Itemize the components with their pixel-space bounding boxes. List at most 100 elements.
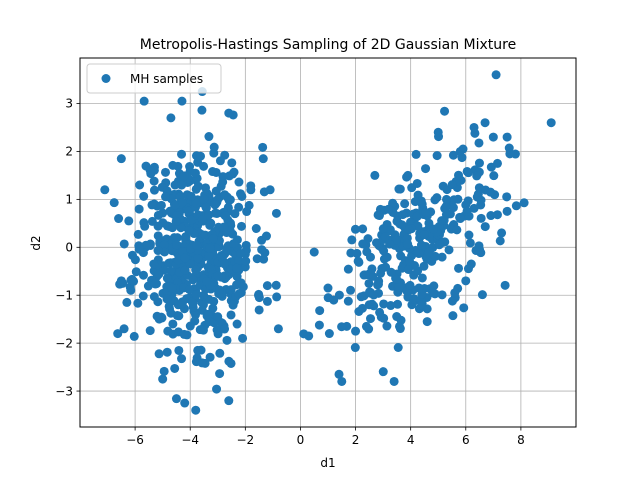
data-point: [153, 246, 163, 256]
y-tick-label: −1: [55, 288, 73, 302]
x-tick-label: 6: [462, 433, 470, 447]
data-point: [165, 206, 175, 216]
data-point: [480, 118, 490, 128]
data-point: [422, 317, 432, 327]
data-point: [430, 251, 440, 261]
data-point: [234, 289, 244, 299]
data-point: [201, 202, 211, 212]
data-point: [226, 310, 236, 320]
data-point: [367, 264, 377, 274]
data-point: [133, 298, 143, 308]
data-point: [486, 211, 496, 221]
data-point: [220, 324, 230, 334]
data-point: [177, 299, 187, 309]
data-point: [374, 211, 384, 221]
data-point: [116, 154, 126, 164]
data-point: [196, 151, 205, 161]
data-point: [413, 266, 423, 276]
data-point: [379, 246, 389, 256]
data-point: [149, 259, 159, 269]
data-point: [429, 224, 439, 234]
data-point: [343, 296, 353, 306]
data-point: [364, 278, 374, 288]
data-point: [465, 238, 475, 248]
data-point: [179, 329, 189, 339]
data-point: [236, 189, 246, 199]
data-point: [184, 206, 194, 216]
data-point: [190, 316, 200, 326]
data-point: [170, 180, 180, 190]
data-point: [134, 244, 144, 254]
data-point: [177, 354, 187, 364]
x-tick-label: −6: [126, 433, 144, 447]
data-point: [162, 347, 172, 357]
data-point: [448, 311, 458, 321]
data-point: [430, 195, 440, 205]
data-point: [153, 221, 163, 231]
chart-title: Metropolis-Hastings Sampling of 2D Gauss…: [140, 37, 516, 53]
data-point: [210, 200, 220, 210]
data-point: [237, 221, 246, 231]
data-point: [437, 216, 447, 226]
data-point: [234, 255, 244, 265]
data-point: [193, 345, 203, 355]
data-point: [347, 235, 357, 245]
data-point: [138, 270, 148, 280]
data-point: [376, 268, 386, 278]
data-point: [380, 232, 390, 242]
data-point: [502, 206, 512, 216]
data-point: [184, 225, 194, 235]
data-point: [191, 405, 201, 415]
data-point: [403, 265, 413, 275]
data-point: [205, 352, 215, 362]
data-point: [188, 298, 198, 308]
x-tick-label: 8: [517, 433, 525, 447]
data-point: [238, 333, 248, 343]
data-point: [455, 146, 465, 156]
data-point: [449, 195, 459, 205]
data-point: [358, 224, 368, 234]
data-point: [215, 285, 225, 295]
data-point: [166, 308, 176, 318]
data-point: [373, 279, 383, 289]
data-point: [364, 300, 374, 310]
data-point: [168, 319, 178, 329]
data-point: [421, 208, 431, 218]
data-point: [176, 223, 186, 233]
data-point: [369, 290, 379, 300]
data-point: [334, 369, 344, 379]
data-point: [480, 222, 490, 232]
data-point: [232, 280, 242, 290]
data-point: [124, 216, 134, 226]
data-point: [452, 225, 462, 235]
data-point: [122, 297, 132, 307]
data-point: [495, 236, 505, 246]
data-point: [131, 267, 141, 277]
data-point: [180, 398, 190, 408]
data-point: [492, 158, 502, 168]
y-tick-label: −3: [55, 384, 73, 398]
data-point: [350, 224, 360, 234]
data-point: [180, 265, 190, 275]
data-point: [204, 251, 214, 261]
data-point: [205, 243, 215, 253]
data-point: [379, 313, 389, 323]
data-point: [315, 306, 325, 316]
data-point: [170, 363, 180, 373]
data-point: [197, 105, 207, 115]
data-point: [232, 319, 242, 329]
data-point: [116, 276, 126, 286]
x-tick-label: −2: [236, 433, 254, 447]
legend: MH samples: [86, 63, 222, 94]
data-point: [393, 343, 403, 352]
data-point: [246, 185, 256, 195]
data-point: [440, 106, 450, 116]
x-axis-label: d1: [320, 456, 335, 470]
data-point: [459, 303, 469, 313]
data-point: [411, 149, 421, 159]
y-axis-label: d2: [29, 235, 43, 250]
data-point: [448, 150, 458, 160]
data-point: [441, 202, 451, 212]
